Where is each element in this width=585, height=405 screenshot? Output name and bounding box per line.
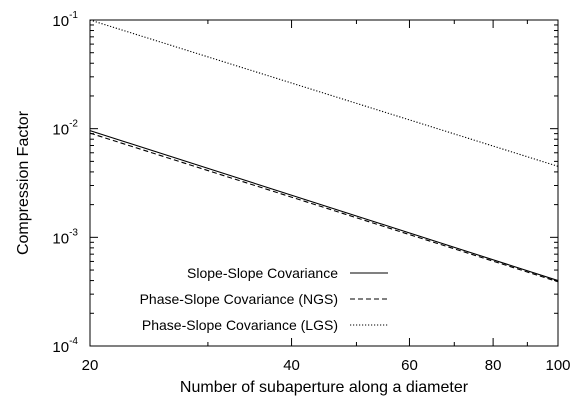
y-tick-label: 10-2 (52, 119, 78, 139)
legend-label: Phase-Slope Covariance (NGS) (140, 291, 338, 307)
x-tick-label: 60 (401, 357, 418, 374)
axis-ticks (89, 19, 559, 347)
series-line-3 (89, 19, 559, 167)
series-line-2 (89, 132, 559, 283)
y-axis-label: Compression Factor (15, 110, 32, 255)
x-axis-label: Number of subaperture along a diameter (180, 379, 469, 396)
plot-frame (89, 19, 559, 347)
legend-label: Phase-Slope Covariance (LGS) (142, 317, 338, 333)
x-tick-label: 100 (545, 357, 570, 374)
y-tick-label: 10-3 (52, 227, 78, 247)
x-tick-label: 40 (283, 357, 300, 374)
x-tick-label: 20 (82, 357, 99, 374)
series-lines (89, 19, 559, 283)
legend-label: Slope-Slope Covariance (187, 265, 338, 281)
y-tick-label: 10-1 (52, 10, 78, 30)
legend: Slope-Slope Covariance Phase-Slope Covari… (140, 265, 388, 333)
x-tick-label: 80 (485, 357, 502, 374)
y-tick-labels: 10-1 10-2 10-3 10-4 (52, 10, 78, 356)
series-line-1 (89, 130, 559, 282)
x-tick-labels: 20 40 60 80 100 (82, 357, 571, 374)
y-tick-label: 10-4 (52, 336, 78, 356)
